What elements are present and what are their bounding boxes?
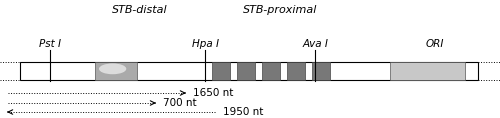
Bar <box>262 62 280 80</box>
Bar <box>390 62 465 80</box>
Text: Hpa I: Hpa I <box>192 39 218 49</box>
Bar <box>95 62 137 80</box>
Text: Ava I: Ava I <box>302 39 328 49</box>
Text: 1650 nt: 1650 nt <box>193 88 234 98</box>
Text: STB-distal: STB-distal <box>112 5 168 15</box>
Text: Pst I: Pst I <box>39 39 61 49</box>
Ellipse shape <box>99 63 126 74</box>
Bar <box>20 62 478 80</box>
Bar <box>212 62 230 80</box>
Bar <box>312 62 330 80</box>
Text: STB-proximal: STB-proximal <box>243 5 317 15</box>
Text: 700 nt: 700 nt <box>163 98 196 108</box>
Text: 1950 nt: 1950 nt <box>223 107 264 117</box>
Text: ORI: ORI <box>426 39 444 49</box>
Bar <box>287 62 305 80</box>
Bar <box>237 62 255 80</box>
